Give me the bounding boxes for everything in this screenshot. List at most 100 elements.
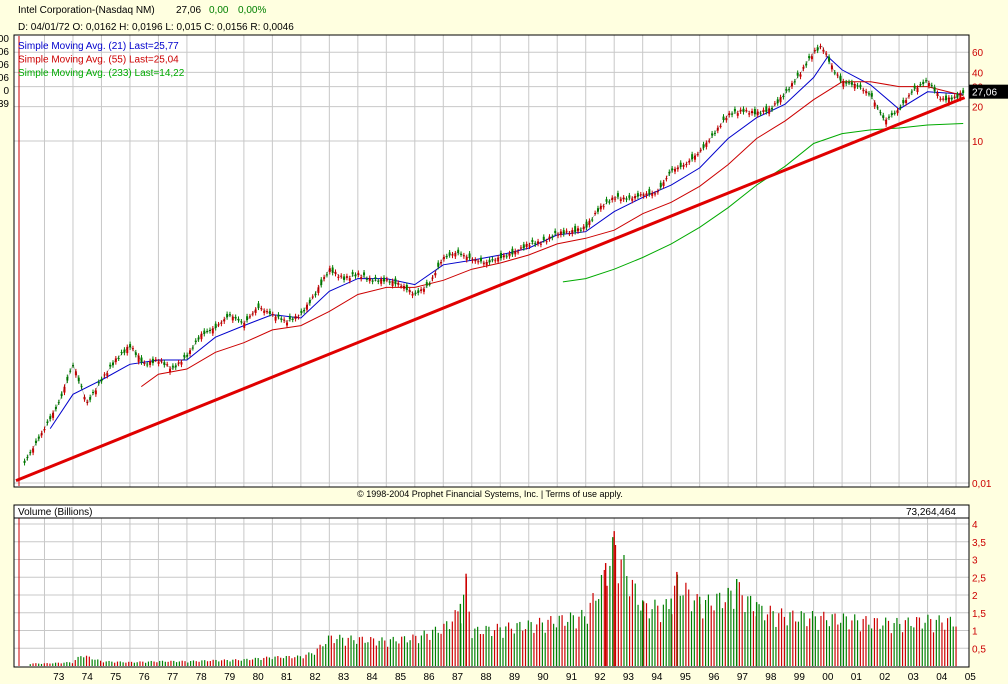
price-candle (477, 261, 480, 263)
price-candle (508, 253, 511, 257)
price-candle (930, 85, 933, 87)
y-tick-label: 10 (972, 137, 984, 148)
price-candle (890, 112, 893, 116)
price-candle (585, 221, 588, 228)
price-candle (802, 67, 805, 69)
price-candle (602, 206, 605, 208)
price-candle (257, 303, 260, 308)
price-candle (129, 344, 132, 348)
price-candle (220, 322, 223, 324)
price-candle (785, 89, 788, 91)
price-candle (742, 108, 745, 113)
sma-line (141, 81, 964, 388)
left-edge-fragment: 00 (0, 34, 9, 45)
price-candle (323, 277, 326, 279)
price-candle (813, 50, 816, 52)
x-tick-label: 91 (566, 672, 578, 683)
price-candle (311, 296, 314, 298)
price-candle (60, 393, 63, 397)
x-tick-label: 73 (53, 672, 65, 683)
price-candle (947, 97, 950, 104)
price-candle (151, 358, 154, 364)
price-candle (89, 397, 92, 400)
price-candle (862, 90, 865, 92)
left-edge-fragment: 06 (0, 73, 9, 84)
volume-tick-label: 3,5 (972, 538, 986, 549)
price-candle (480, 257, 483, 262)
price-candle (674, 169, 677, 172)
price-candle (631, 198, 634, 201)
price-candle (57, 402, 60, 404)
price-series (23, 43, 965, 466)
price-candle (733, 108, 736, 112)
price-candle (149, 361, 152, 365)
price-candle (759, 113, 762, 115)
x-tick-label: 05 (965, 672, 977, 683)
price-candle (46, 421, 49, 423)
price-candle (622, 197, 625, 200)
price-candle (465, 257, 468, 260)
price-candle (765, 106, 768, 112)
price-candle (762, 109, 765, 112)
price-candle (645, 193, 648, 196)
volume-tick-label: 2,5 (972, 573, 986, 584)
price-candle (693, 155, 696, 160)
price-candle (491, 259, 494, 261)
price-candle (713, 132, 716, 134)
price-candle (876, 107, 879, 109)
price-candle (562, 230, 565, 235)
x-tick-label: 79 (224, 672, 236, 683)
price-candle (551, 236, 554, 238)
trendline-layer (15, 96, 966, 482)
left-edge-fragment: 39 (0, 99, 9, 110)
x-tick-label: 81 (281, 672, 293, 683)
price-candle (879, 112, 882, 114)
price-candle (659, 182, 662, 188)
y-tick-label: 40 (972, 68, 984, 79)
price-candle (768, 108, 771, 114)
x-tick-label: 83 (338, 672, 350, 683)
price-candle (134, 352, 137, 355)
price-candle (363, 272, 366, 276)
price-candle (816, 47, 819, 51)
trendline (15, 96, 966, 482)
change-value: 0,00 (209, 5, 229, 16)
price-candle (454, 253, 457, 257)
price-candle (927, 83, 930, 87)
price-candle (502, 255, 505, 258)
price-candle (579, 229, 582, 231)
price-candle (171, 365, 174, 368)
price-candle (280, 318, 283, 320)
price-candle (383, 277, 386, 282)
price-candle (340, 275, 343, 277)
price-candle (308, 299, 311, 304)
price-candle (782, 95, 785, 98)
price-candle (177, 362, 180, 364)
price-candle (685, 164, 688, 166)
price-candle (725, 118, 728, 121)
price-candle (648, 189, 651, 195)
price-candle (374, 277, 377, 279)
x-tick-label: 00 (822, 672, 834, 683)
price-candle (405, 285, 408, 290)
price-candle (634, 196, 637, 199)
price-candle (266, 311, 269, 313)
price-candle (211, 328, 214, 334)
price-candle (331, 267, 334, 273)
price-candle (873, 102, 876, 107)
price-candle (654, 193, 657, 195)
volume-panel-frame (13, 504, 970, 668)
price-candle (300, 310, 303, 313)
price-candle (348, 278, 351, 281)
price-candle (74, 371, 77, 376)
price-candle (137, 355, 140, 362)
price-candle (360, 277, 363, 279)
x-tick-label: 97 (737, 672, 749, 683)
price-candle (825, 53, 828, 55)
price-candle (716, 127, 719, 131)
price-candle (945, 95, 948, 101)
price-candle (437, 262, 440, 267)
price-candle (885, 119, 888, 125)
price-candle (577, 228, 580, 232)
